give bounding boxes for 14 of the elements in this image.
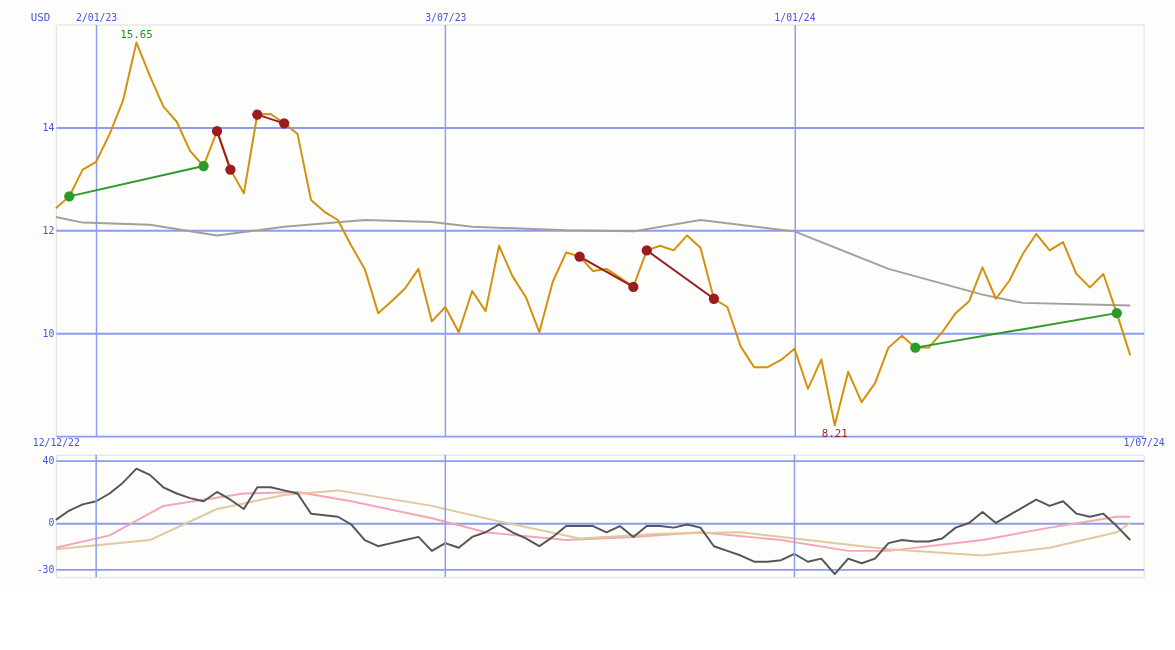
annotation: 8.21	[821, 427, 848, 441]
y-tick-label: 12	[42, 224, 55, 236]
x-tick-label: 12/12/22	[32, 437, 81, 449]
y-tick-label: 10	[42, 327, 55, 339]
y-tick-label: 14	[42, 121, 55, 133]
x2-tick-label: 2/01/23	[76, 12, 118, 24]
y-axis-title: USD	[30, 11, 51, 25]
y-tick-label: -30	[36, 563, 55, 575]
x-tick-label: 1/07/24	[1123, 437, 1165, 449]
y-tick-label: 0	[48, 517, 55, 529]
x2-tick-label: 3/07/23	[425, 12, 467, 24]
y-tick-label: 40	[42, 455, 55, 467]
annotation: 15.65	[120, 27, 153, 41]
x2-tick-label: 1/01/24	[774, 12, 816, 24]
